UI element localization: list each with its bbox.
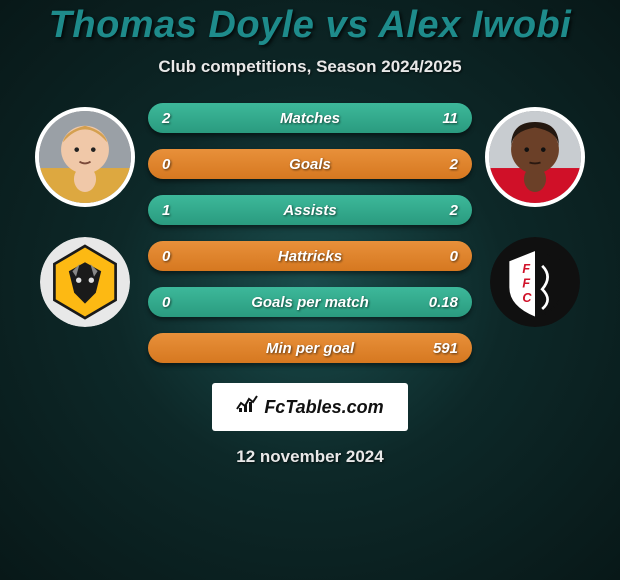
stat-value-left: 1 bbox=[162, 202, 192, 219]
stat-label: Hattricks bbox=[192, 248, 428, 265]
player1-photo bbox=[35, 107, 135, 207]
stat-label: Min per goal bbox=[192, 340, 428, 357]
player2-photo bbox=[485, 107, 585, 207]
left-column bbox=[30, 103, 140, 327]
player2-avatar-icon bbox=[489, 111, 581, 203]
fulham-crest-icon: F F C bbox=[490, 237, 580, 327]
wolves-crest-icon bbox=[40, 237, 130, 327]
stat-value-right: 591 bbox=[428, 340, 458, 357]
svg-text:C: C bbox=[522, 291, 532, 305]
stat-value-right: 11 bbox=[428, 110, 458, 127]
subtitle: Club competitions, Season 2024/2025 bbox=[158, 57, 461, 77]
stat-row: 0Hattricks0 bbox=[148, 241, 472, 271]
stat-value-right: 0 bbox=[428, 248, 458, 265]
stat-value-left: 0 bbox=[162, 156, 192, 173]
chart-icon bbox=[236, 395, 258, 419]
page-title: Thomas Doyle vs Alex Iwobi bbox=[49, 4, 572, 47]
stat-row: 0Goals2 bbox=[148, 149, 472, 179]
right-column: F F C bbox=[480, 103, 590, 327]
stat-value-left: 2 bbox=[162, 110, 192, 127]
stat-value-left: 0 bbox=[162, 248, 192, 265]
stat-value-left: 0 bbox=[162, 294, 192, 311]
stat-value-right: 0.18 bbox=[428, 294, 458, 311]
stat-row: 0Goals per match0.18 bbox=[148, 287, 472, 317]
club2-badge: F F C bbox=[490, 237, 580, 327]
club1-badge bbox=[40, 237, 130, 327]
vs-text: vs bbox=[314, 4, 378, 46]
date-text: 12 november 2024 bbox=[236, 447, 383, 467]
watermark: FcTables.com bbox=[212, 383, 408, 431]
stat-row: Min per goal591 bbox=[148, 333, 472, 363]
stat-label: Goals bbox=[192, 156, 428, 173]
player2-name: Alex Iwobi bbox=[378, 4, 571, 46]
svg-text:F: F bbox=[522, 276, 530, 290]
stat-label: Assists bbox=[192, 202, 428, 219]
player1-avatar-icon bbox=[39, 111, 131, 203]
player1-name: Thomas Doyle bbox=[49, 4, 315, 46]
stat-rows: 2Matches110Goals21Assists20Hattricks00Go… bbox=[140, 103, 480, 363]
stat-label: Goals per match bbox=[192, 294, 428, 311]
stat-value-right: 2 bbox=[428, 202, 458, 219]
svg-text:F: F bbox=[522, 262, 530, 276]
stat-row: 1Assists2 bbox=[148, 195, 472, 225]
watermark-text: FcTables.com bbox=[264, 397, 383, 418]
stat-label: Matches bbox=[192, 110, 428, 127]
stat-row: 2Matches11 bbox=[148, 103, 472, 133]
comparison-area: 2Matches110Goals21Assists20Hattricks00Go… bbox=[0, 103, 620, 363]
stat-value-right: 2 bbox=[428, 156, 458, 173]
